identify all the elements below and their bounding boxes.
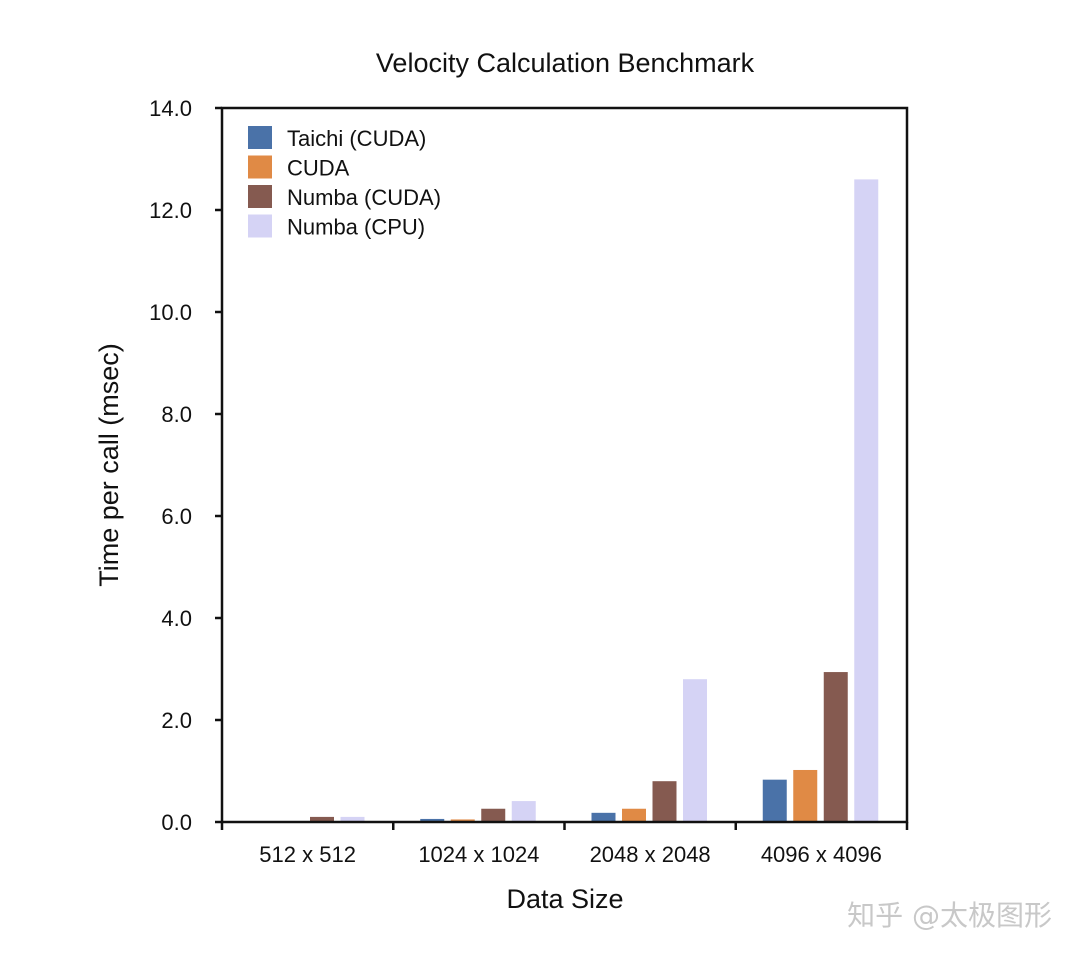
y-tick-label: 4.0 — [161, 606, 192, 631]
legend-label: CUDA — [287, 156, 350, 181]
bar-numba-cpu--3 — [854, 179, 879, 822]
legend-label: Numba (CUDA) — [287, 185, 441, 210]
y-tick-label: 10.0 — [149, 300, 192, 325]
legend-swatch — [248, 214, 272, 238]
x-tick-label: 1024 x 1024 — [418, 842, 539, 867]
y-tick-label: 14.0 — [149, 96, 192, 121]
legend-label: Numba (CPU) — [287, 215, 425, 240]
legend-label: Taichi (CUDA) — [287, 126, 426, 151]
legend-swatch — [248, 185, 272, 208]
y-axis-label: Time per call (msec) — [94, 343, 124, 587]
y-tick-label: 8.0 — [161, 402, 192, 427]
watermark: 知乎 @太极图形 — [847, 899, 1052, 932]
y-tick-label: 6.0 — [161, 504, 192, 529]
x-tick-label: 2048 x 2048 — [590, 842, 711, 867]
bar-numba-cuda--0 — [310, 816, 334, 822]
bar-taichi-cuda--2 — [591, 812, 616, 822]
bar-cuda-1 — [450, 819, 475, 822]
bar-taichi-cuda--3 — [762, 779, 787, 822]
legend-swatch — [248, 126, 272, 149]
y-tick-label: 0.0 — [161, 810, 192, 835]
bar-taichi-cuda--1 — [420, 818, 445, 822]
bar-cuda-2 — [622, 808, 646, 822]
y-tick-label: 2.0 — [161, 708, 192, 733]
x-tick-label: 512 x 512 — [259, 842, 356, 867]
bar-numba-cpu--0 — [340, 816, 365, 822]
legend-swatch — [248, 155, 272, 179]
y-tick-label: 12.0 — [149, 198, 192, 223]
bar-numba-cuda--2 — [652, 781, 677, 822]
bar-numba-cuda--1 — [481, 808, 506, 822]
bar-numba-cpu--1 — [511, 801, 536, 822]
x-axis-label: Data Size — [506, 884, 623, 914]
x-tick-label: 4096 x 4096 — [761, 842, 882, 867]
chart-title: Velocity Calculation Benchmark — [376, 48, 755, 78]
bar-numba-cpu--2 — [683, 679, 707, 822]
bar-numba-cuda--3 — [823, 672, 848, 822]
bar-cuda-3 — [793, 769, 818, 822]
